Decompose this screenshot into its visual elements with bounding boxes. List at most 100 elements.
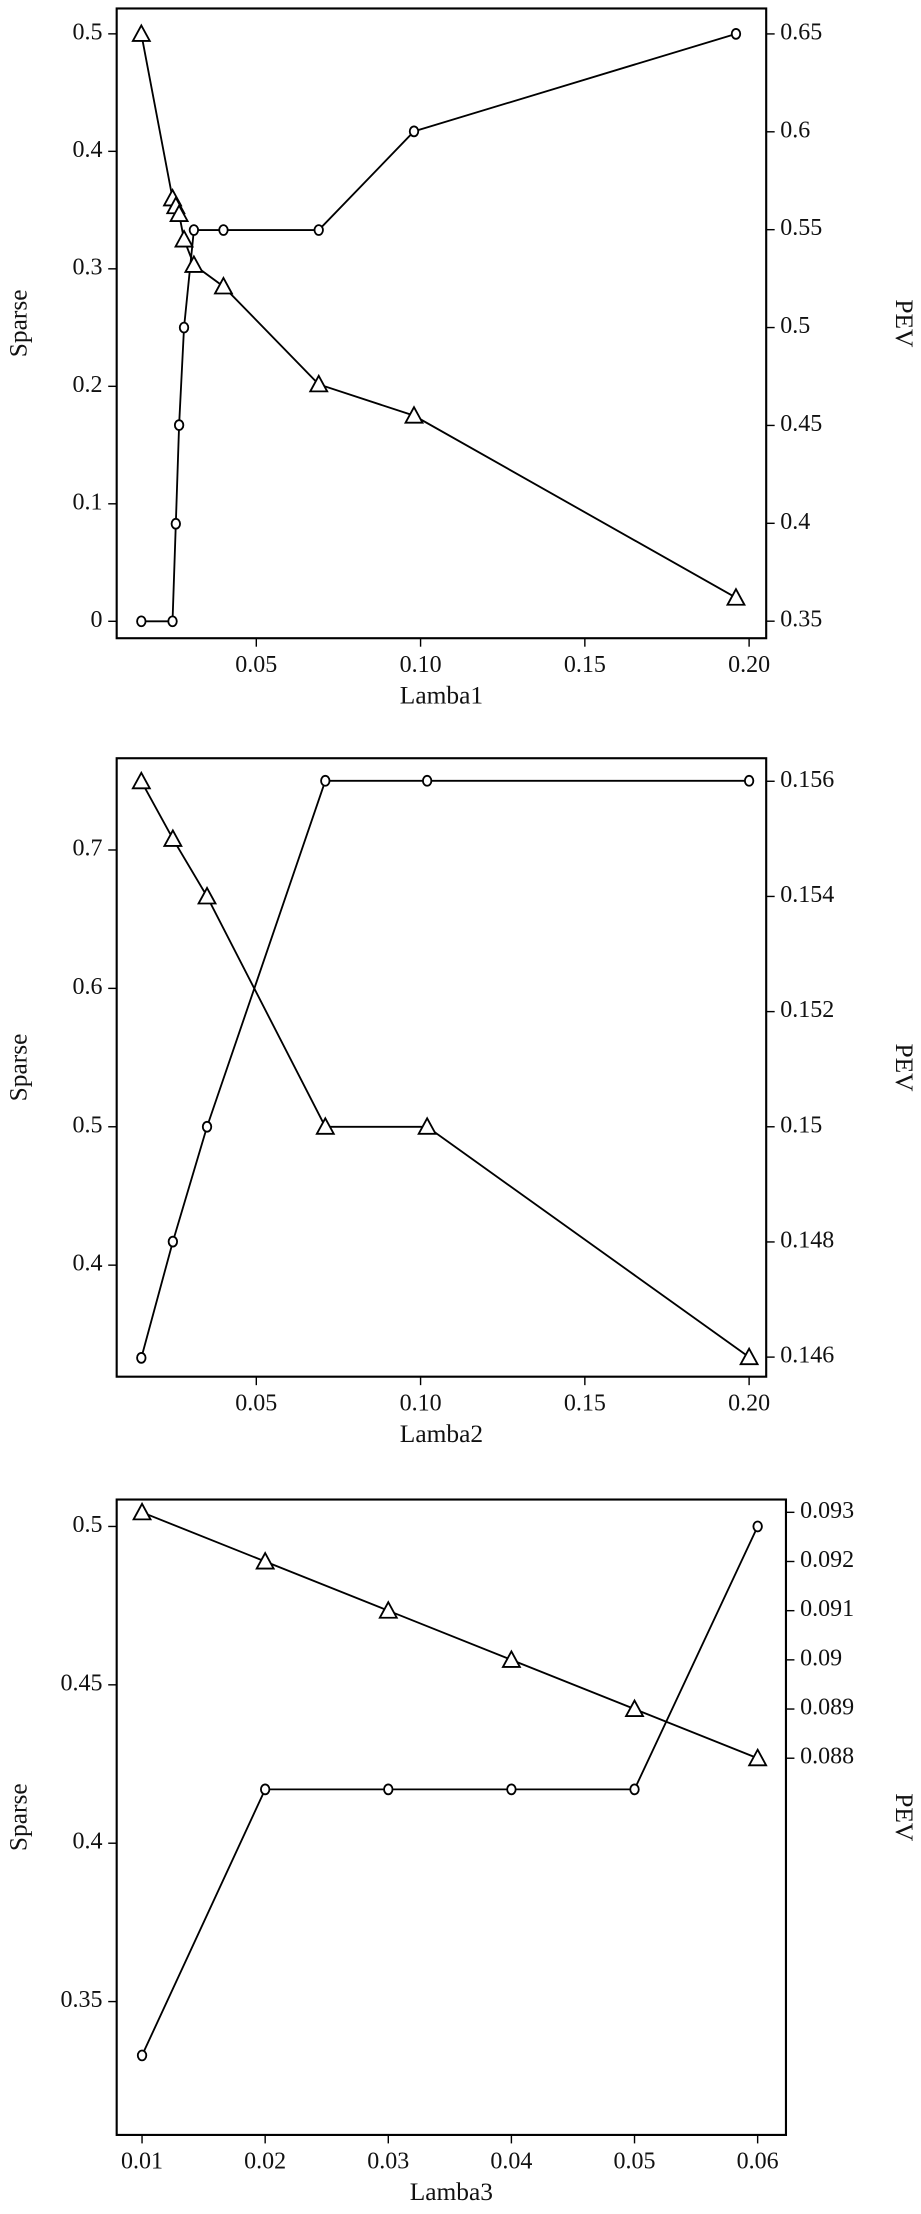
series-line: [141, 32, 737, 623]
series-line: [141, 1526, 759, 2056]
series-line: [141, 1511, 758, 1760]
circle-marker: [629, 1783, 640, 1796]
circle-marker: [730, 27, 742, 40]
y-tick-label: 0.45: [61, 1670, 103, 1696]
y-axis-title: Sparse: [4, 1034, 32, 1102]
y2-tick-label: 0.45: [780, 411, 822, 437]
y2-tick-label: 0.4: [780, 509, 810, 535]
triangle-marker: [132, 1501, 153, 1521]
y-tick-label: 0.7: [73, 835, 103, 861]
circle-marker: [506, 1783, 517, 1796]
triangle-marker: [174, 229, 195, 248]
plot-frame: [115, 1498, 788, 2136]
triangle-marker: [403, 405, 425, 424]
triangle-marker: [169, 203, 190, 222]
y-tick-label: 0.4: [73, 1829, 103, 1855]
circle-marker: [218, 224, 229, 236]
circle-marker: [743, 774, 755, 787]
triangle-marker: [725, 587, 746, 606]
triangle-marker: [378, 1600, 399, 1619]
plot-frame: [115, 757, 768, 1378]
y-tick-label: 0.35: [61, 1987, 103, 2013]
circle-marker: [170, 517, 181, 530]
x-tick-label: 0.05: [235, 652, 277, 678]
y2-tick-label: 0.148: [780, 1227, 834, 1253]
circle-marker: [173, 419, 185, 431]
circle-marker: [260, 1783, 271, 1796]
circle-marker: [201, 1120, 213, 1133]
y-tick-label: 0.4: [73, 1251, 103, 1277]
circle-marker: [421, 774, 433, 787]
y2-tick-label: 0.65: [780, 19, 822, 45]
triangle-marker: [183, 254, 204, 273]
plot-frame: [115, 7, 768, 640]
y-tick-label: 0.5: [73, 19, 103, 45]
y2-tick-label: 0.55: [780, 215, 822, 241]
triangle-marker: [255, 1551, 276, 1570]
y2-tick-label: 0.154: [780, 882, 834, 908]
triangle-marker: [308, 373, 329, 393]
circle-marker: [136, 2049, 148, 2062]
x-tick-label: 0.03: [367, 2149, 409, 2175]
triangle-marker: [162, 828, 183, 847]
triangle-marker: [213, 276, 234, 295]
y2-tick-label: 0.156: [780, 767, 834, 793]
y-axis-title: Sparse: [4, 289, 32, 357]
x-tick-label: 0.15: [564, 652, 606, 678]
x-tick-label: 0.20: [728, 1390, 770, 1416]
y2-tick-label: 0.092: [800, 1547, 854, 1573]
x-tick-label: 0.02: [244, 2149, 286, 2175]
series-line: [140, 780, 750, 1358]
y2-tick-label: 0.093: [800, 1498, 854, 1524]
y-tick-label: 0.4: [73, 137, 103, 163]
y2-tick-label: 0.35: [780, 607, 822, 633]
circle-marker: [167, 615, 178, 628]
y-tick-label: 0.5: [73, 1112, 103, 1138]
circle-marker: [408, 125, 420, 138]
x-axis-title: Lamba1: [400, 681, 483, 709]
circle-marker: [313, 224, 324, 236]
triangle-marker: [417, 1116, 438, 1135]
x-tick-label: 0.20: [728, 652, 770, 678]
x-tick-label: 0.06: [737, 2149, 779, 2175]
triangle-marker: [315, 1116, 336, 1135]
x-tick-label: 0.15: [564, 1390, 606, 1416]
y-tick-label: 0: [91, 607, 103, 633]
circle-marker: [320, 774, 331, 787]
y-tick-label: 0.2: [73, 372, 103, 398]
triangle-marker: [501, 1649, 522, 1668]
triangle-marker: [197, 886, 218, 905]
y-tick-label: 0.1: [73, 489, 103, 515]
x-tick-label: 0.05: [614, 2149, 656, 2175]
y2-tick-label: 0.088: [800, 1744, 854, 1770]
circle-marker: [752, 1520, 763, 1533]
y2-tick-label: 0.6: [780, 117, 810, 143]
y2-tick-label: 0.152: [780, 997, 834, 1023]
circle-marker: [188, 224, 200, 236]
series-line: [140, 33, 737, 599]
y-tick-label: 0.3: [73, 254, 103, 280]
y2-axis-title: PEV: [890, 299, 918, 348]
x-tick-label: 0.01: [121, 2149, 163, 2175]
series-line: [140, 779, 750, 1359]
triangle-marker: [131, 23, 152, 42]
y-axis-title: Sparse: [4, 1783, 32, 1851]
y2-axis-title: PEV: [890, 1043, 918, 1092]
x-tick-label: 0.10: [400, 652, 442, 678]
circle-marker: [178, 321, 190, 334]
circle-marker: [136, 1352, 147, 1364]
circle-marker: [383, 1783, 394, 1796]
circle-marker: [167, 1235, 179, 1248]
y2-tick-label: 0.089: [800, 1695, 854, 1721]
y2-tick-label: 0.09: [800, 1645, 842, 1671]
x-tick-label: 0.10: [400, 1390, 442, 1416]
y2-tick-label: 0.15: [780, 1112, 822, 1138]
x-tick-label: 0.04: [490, 2149, 532, 2175]
y2-axis-title: PEV: [890, 1793, 918, 1842]
y-tick-label: 0.6: [73, 974, 103, 1000]
x-axis-title: Lamba3: [410, 2178, 493, 2206]
triangle-marker: [739, 1346, 760, 1366]
triangle-marker: [747, 1747, 768, 1767]
